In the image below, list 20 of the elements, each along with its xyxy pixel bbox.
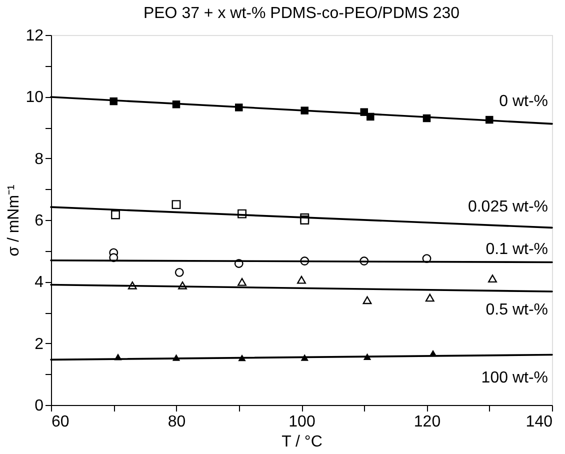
y-tick-label: 10: [26, 89, 44, 106]
x-tick-label: 100: [288, 414, 316, 430]
y-tick-label: 12: [26, 28, 44, 44]
annotation: 0.1 wt-%: [486, 241, 548, 258]
x-tick-label: 140: [526, 414, 553, 430]
x-tick-label: 60: [52, 414, 70, 430]
x-tick-label: 80: [168, 414, 186, 430]
y-tick-label: 0: [34, 398, 44, 414]
annotation: 0 wt-%: [499, 92, 548, 110]
annotation: 100 wt-%: [481, 370, 548, 387]
y-tick-label: 6: [34, 212, 44, 230]
chart-title: PEO 37 + x wt-% PDMS-co-PEO/PDMS 230: [143, 5, 460, 22]
annotation: 0.5 wt-%: [486, 302, 548, 319]
y-tick-label: 2: [34, 336, 44, 353]
y-axis-title: σ / mNm⁻¹: [6, 184, 23, 256]
x-axis-title: T / °C: [282, 434, 322, 450]
y-tick-label: 4: [34, 274, 44, 292]
annotation: 0.025 wt-%: [468, 198, 548, 216]
x-tick-label: 120: [414, 414, 441, 430]
y-tick-label: 8: [34, 150, 44, 168]
